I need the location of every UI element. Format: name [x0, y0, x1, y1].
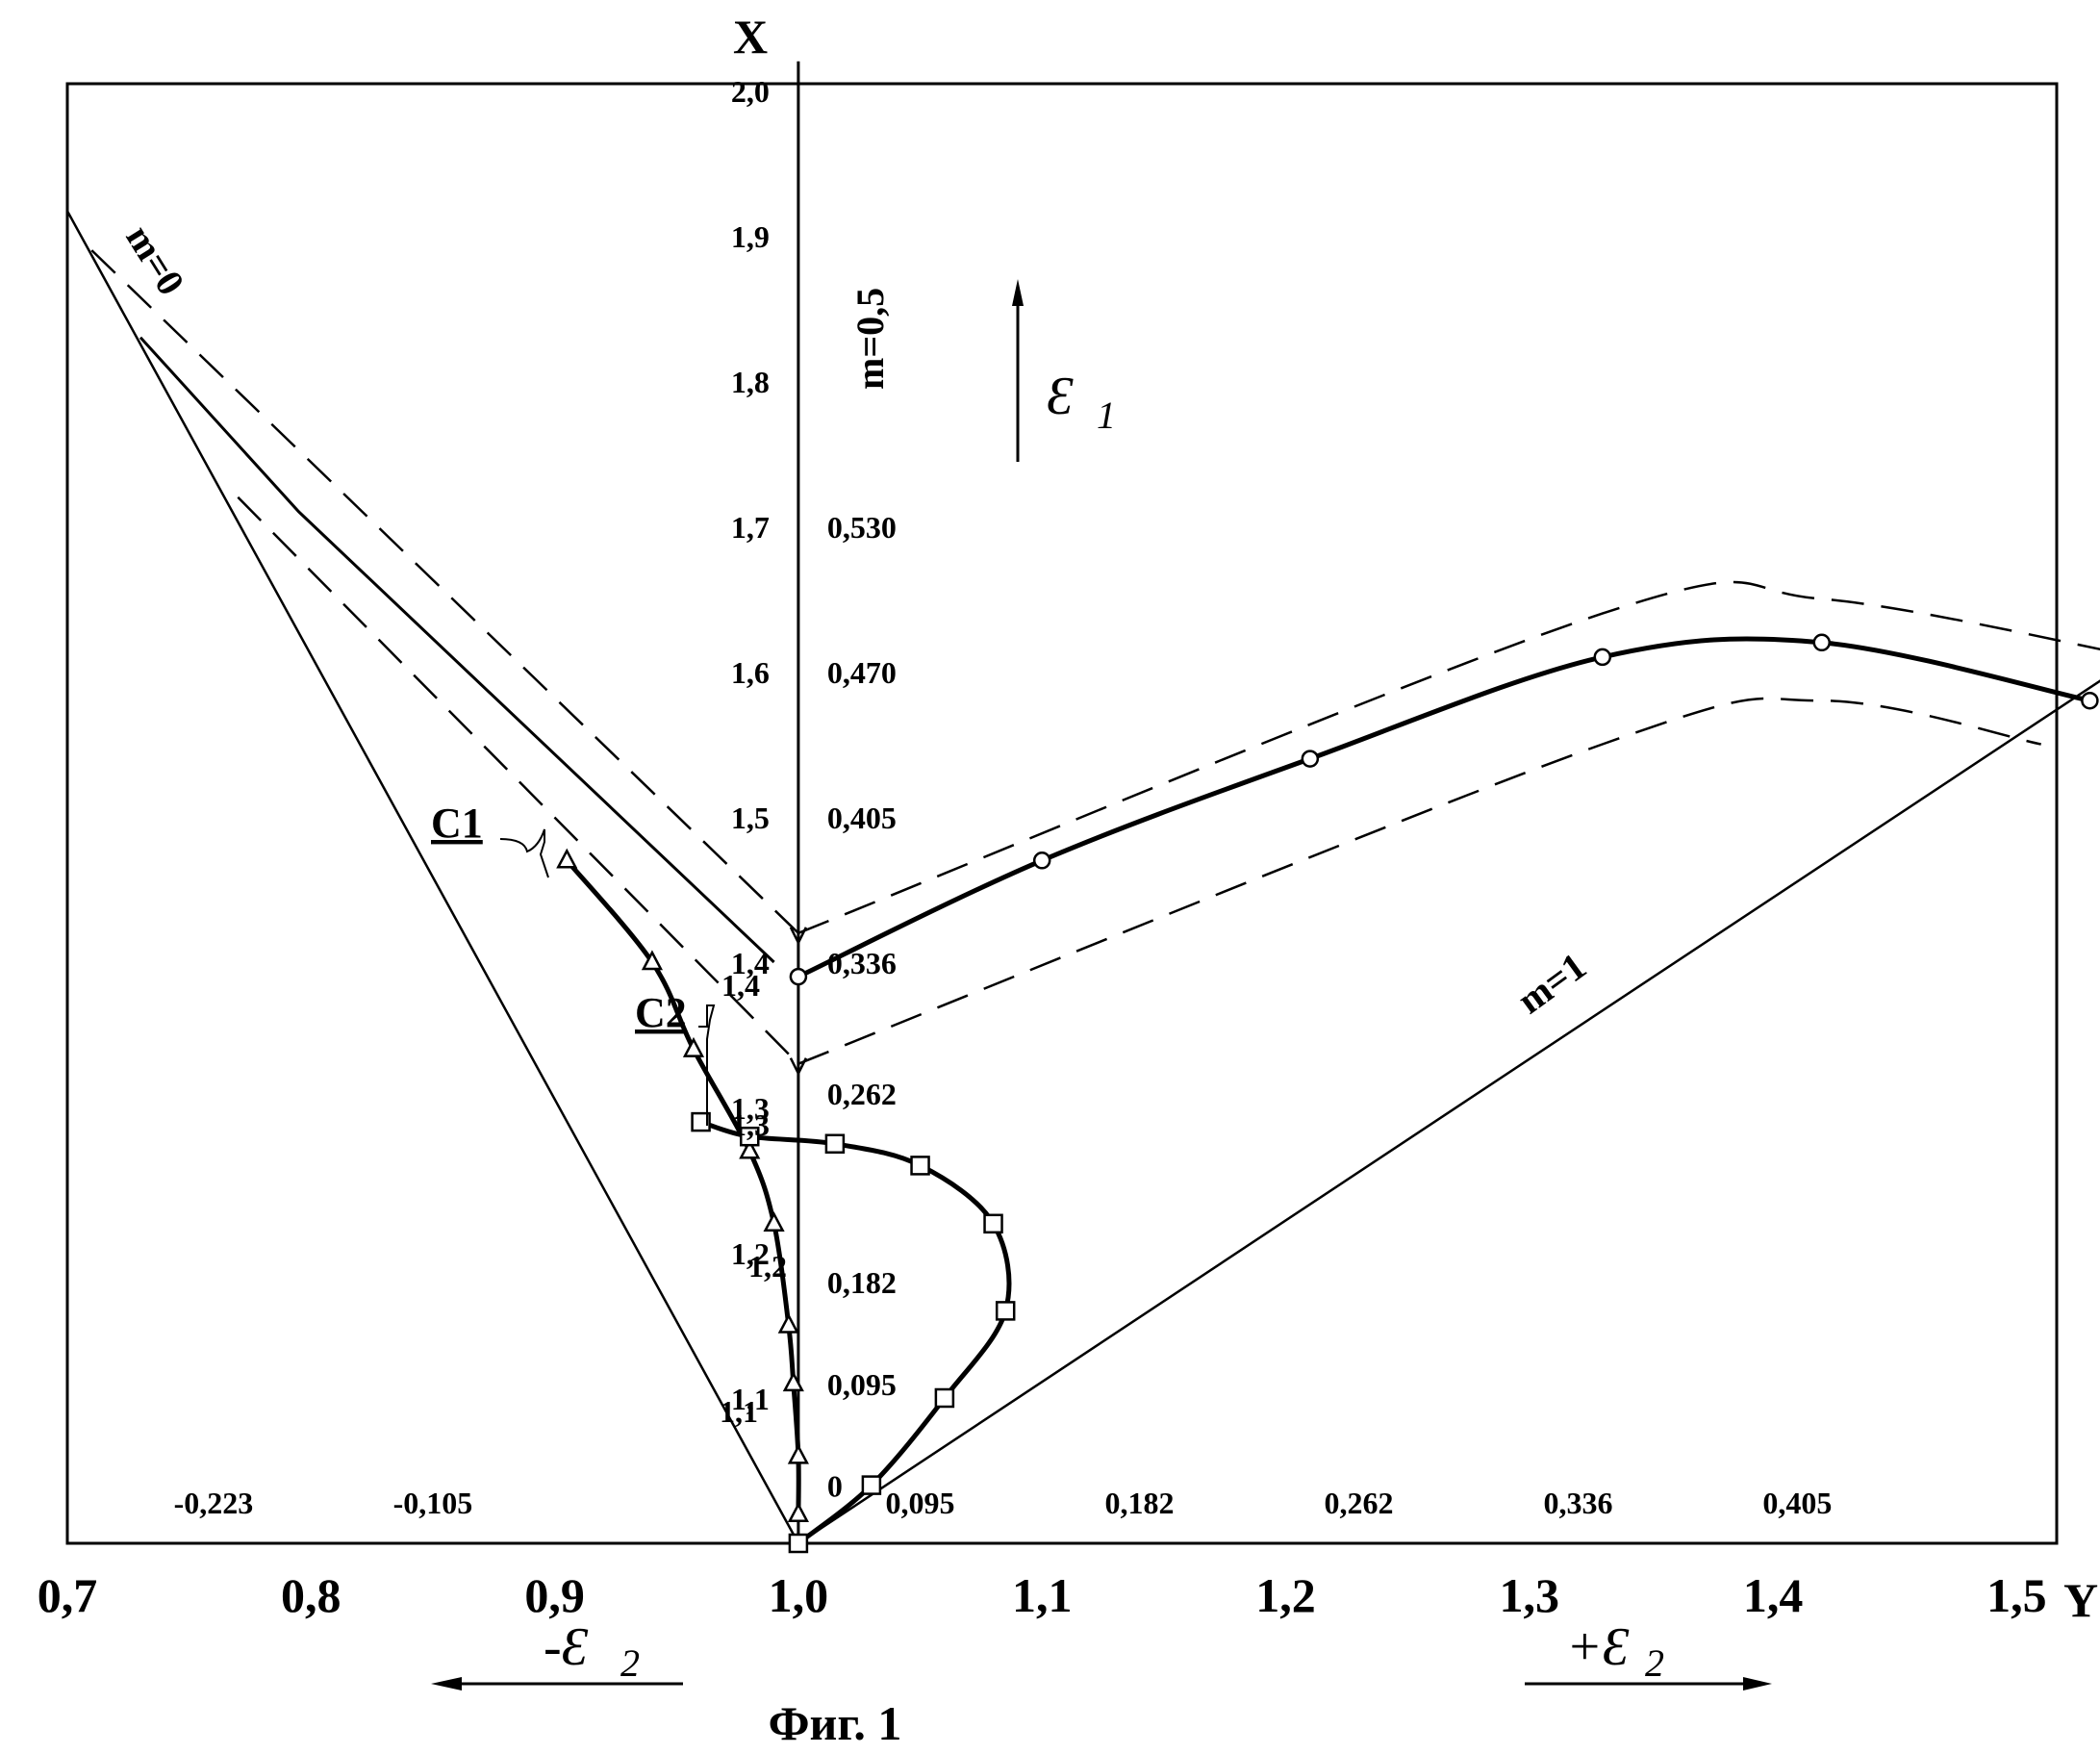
x-secondary-label: 0,405 [1762, 1486, 1832, 1520]
x-secondary-label: -0,223 [174, 1486, 254, 1520]
x-secondary-label: 0,095 [886, 1486, 955, 1520]
epsilon-1-sub: 1 [1097, 394, 1116, 437]
epsilon-2-left-label: -Ɛ [544, 1617, 589, 1677]
series-4-point-6 [912, 1157, 929, 1174]
y-axis-title: X [733, 10, 768, 64]
series-1-point-4 [1595, 649, 1610, 665]
y-secondary-label: 0 [827, 1469, 843, 1504]
x-secondary-label: -0,105 [393, 1486, 473, 1520]
epsilon-2-right-label: +Ɛ [1566, 1617, 1630, 1677]
y-tick-label: 2,0 [731, 74, 770, 109]
inner-label-1-2: 1,2 [748, 1249, 787, 1284]
label-c2: C2 [635, 989, 687, 1036]
x-tick-label: 1,0 [769, 1568, 829, 1622]
x-tick-label: 1,4 [1743, 1568, 1804, 1622]
y-secondary-label: 0,470 [827, 655, 897, 690]
x-tick-label: 0,8 [281, 1568, 342, 1622]
x-secondary-label: 0,182 [1105, 1486, 1175, 1520]
x-tick-label: 1,1 [1012, 1568, 1073, 1622]
y-secondary-label: 0,095 [827, 1367, 897, 1402]
figure-caption: Фиг. 1 [769, 1696, 902, 1750]
x-tick-label: 1,3 [1500, 1568, 1560, 1622]
inner-label-1-1: 1,1 [720, 1394, 758, 1429]
series-1-point-1 [791, 969, 806, 984]
x-secondary-label: 0,336 [1543, 1486, 1612, 1520]
series-1-point-2 [1034, 852, 1050, 868]
series-4-point-5 [985, 1215, 1002, 1233]
series-4-point-4 [997, 1302, 1014, 1319]
series-4-point-1 [790, 1535, 807, 1552]
series-1-point-6 [2082, 693, 2097, 708]
label-m05: m=0,5 [848, 288, 892, 390]
y-tick-label: 1,9 [731, 219, 770, 254]
series-4-point-2 [863, 1477, 880, 1494]
x-secondary-label: 0,262 [1324, 1486, 1393, 1520]
series-1-point-3 [1303, 751, 1318, 767]
series-1-point-5 [1814, 635, 1830, 650]
y-tick-label: 1,7 [731, 510, 770, 545]
inner-label-1-3: 1,3 [731, 1107, 770, 1142]
x-tick-label: 0,9 [524, 1568, 585, 1622]
y-secondary-label: 0,336 [827, 946, 897, 980]
series-4-point-7 [826, 1135, 844, 1153]
inner-label-1-4: 1,4 [721, 968, 760, 1003]
x-axis-title: Y [2063, 1573, 2098, 1627]
y-tick-label: 1,8 [731, 365, 770, 399]
label-c1: C1 [431, 800, 483, 847]
y-tick-label: 1,6 [731, 655, 770, 690]
y-tick-label: 1,5 [731, 801, 770, 835]
x-tick-label: 1,2 [1255, 1568, 1316, 1622]
epsilon-2-right-sub: 2 [1645, 1641, 1664, 1685]
y-secondary-label: 0,262 [827, 1077, 897, 1111]
y-secondary-label: 0,530 [827, 510, 897, 545]
x-tick-label: 1,5 [1986, 1568, 2047, 1622]
epsilon-2-left-sub: 2 [620, 1641, 640, 1685]
y-secondary-label: 0,405 [827, 801, 897, 835]
x-tick-label: 0,7 [38, 1568, 98, 1622]
y-secondary-label: 0,182 [827, 1265, 897, 1300]
epsilon-1-label: Ɛ [1047, 367, 1074, 426]
series-4-point-3 [936, 1389, 953, 1407]
